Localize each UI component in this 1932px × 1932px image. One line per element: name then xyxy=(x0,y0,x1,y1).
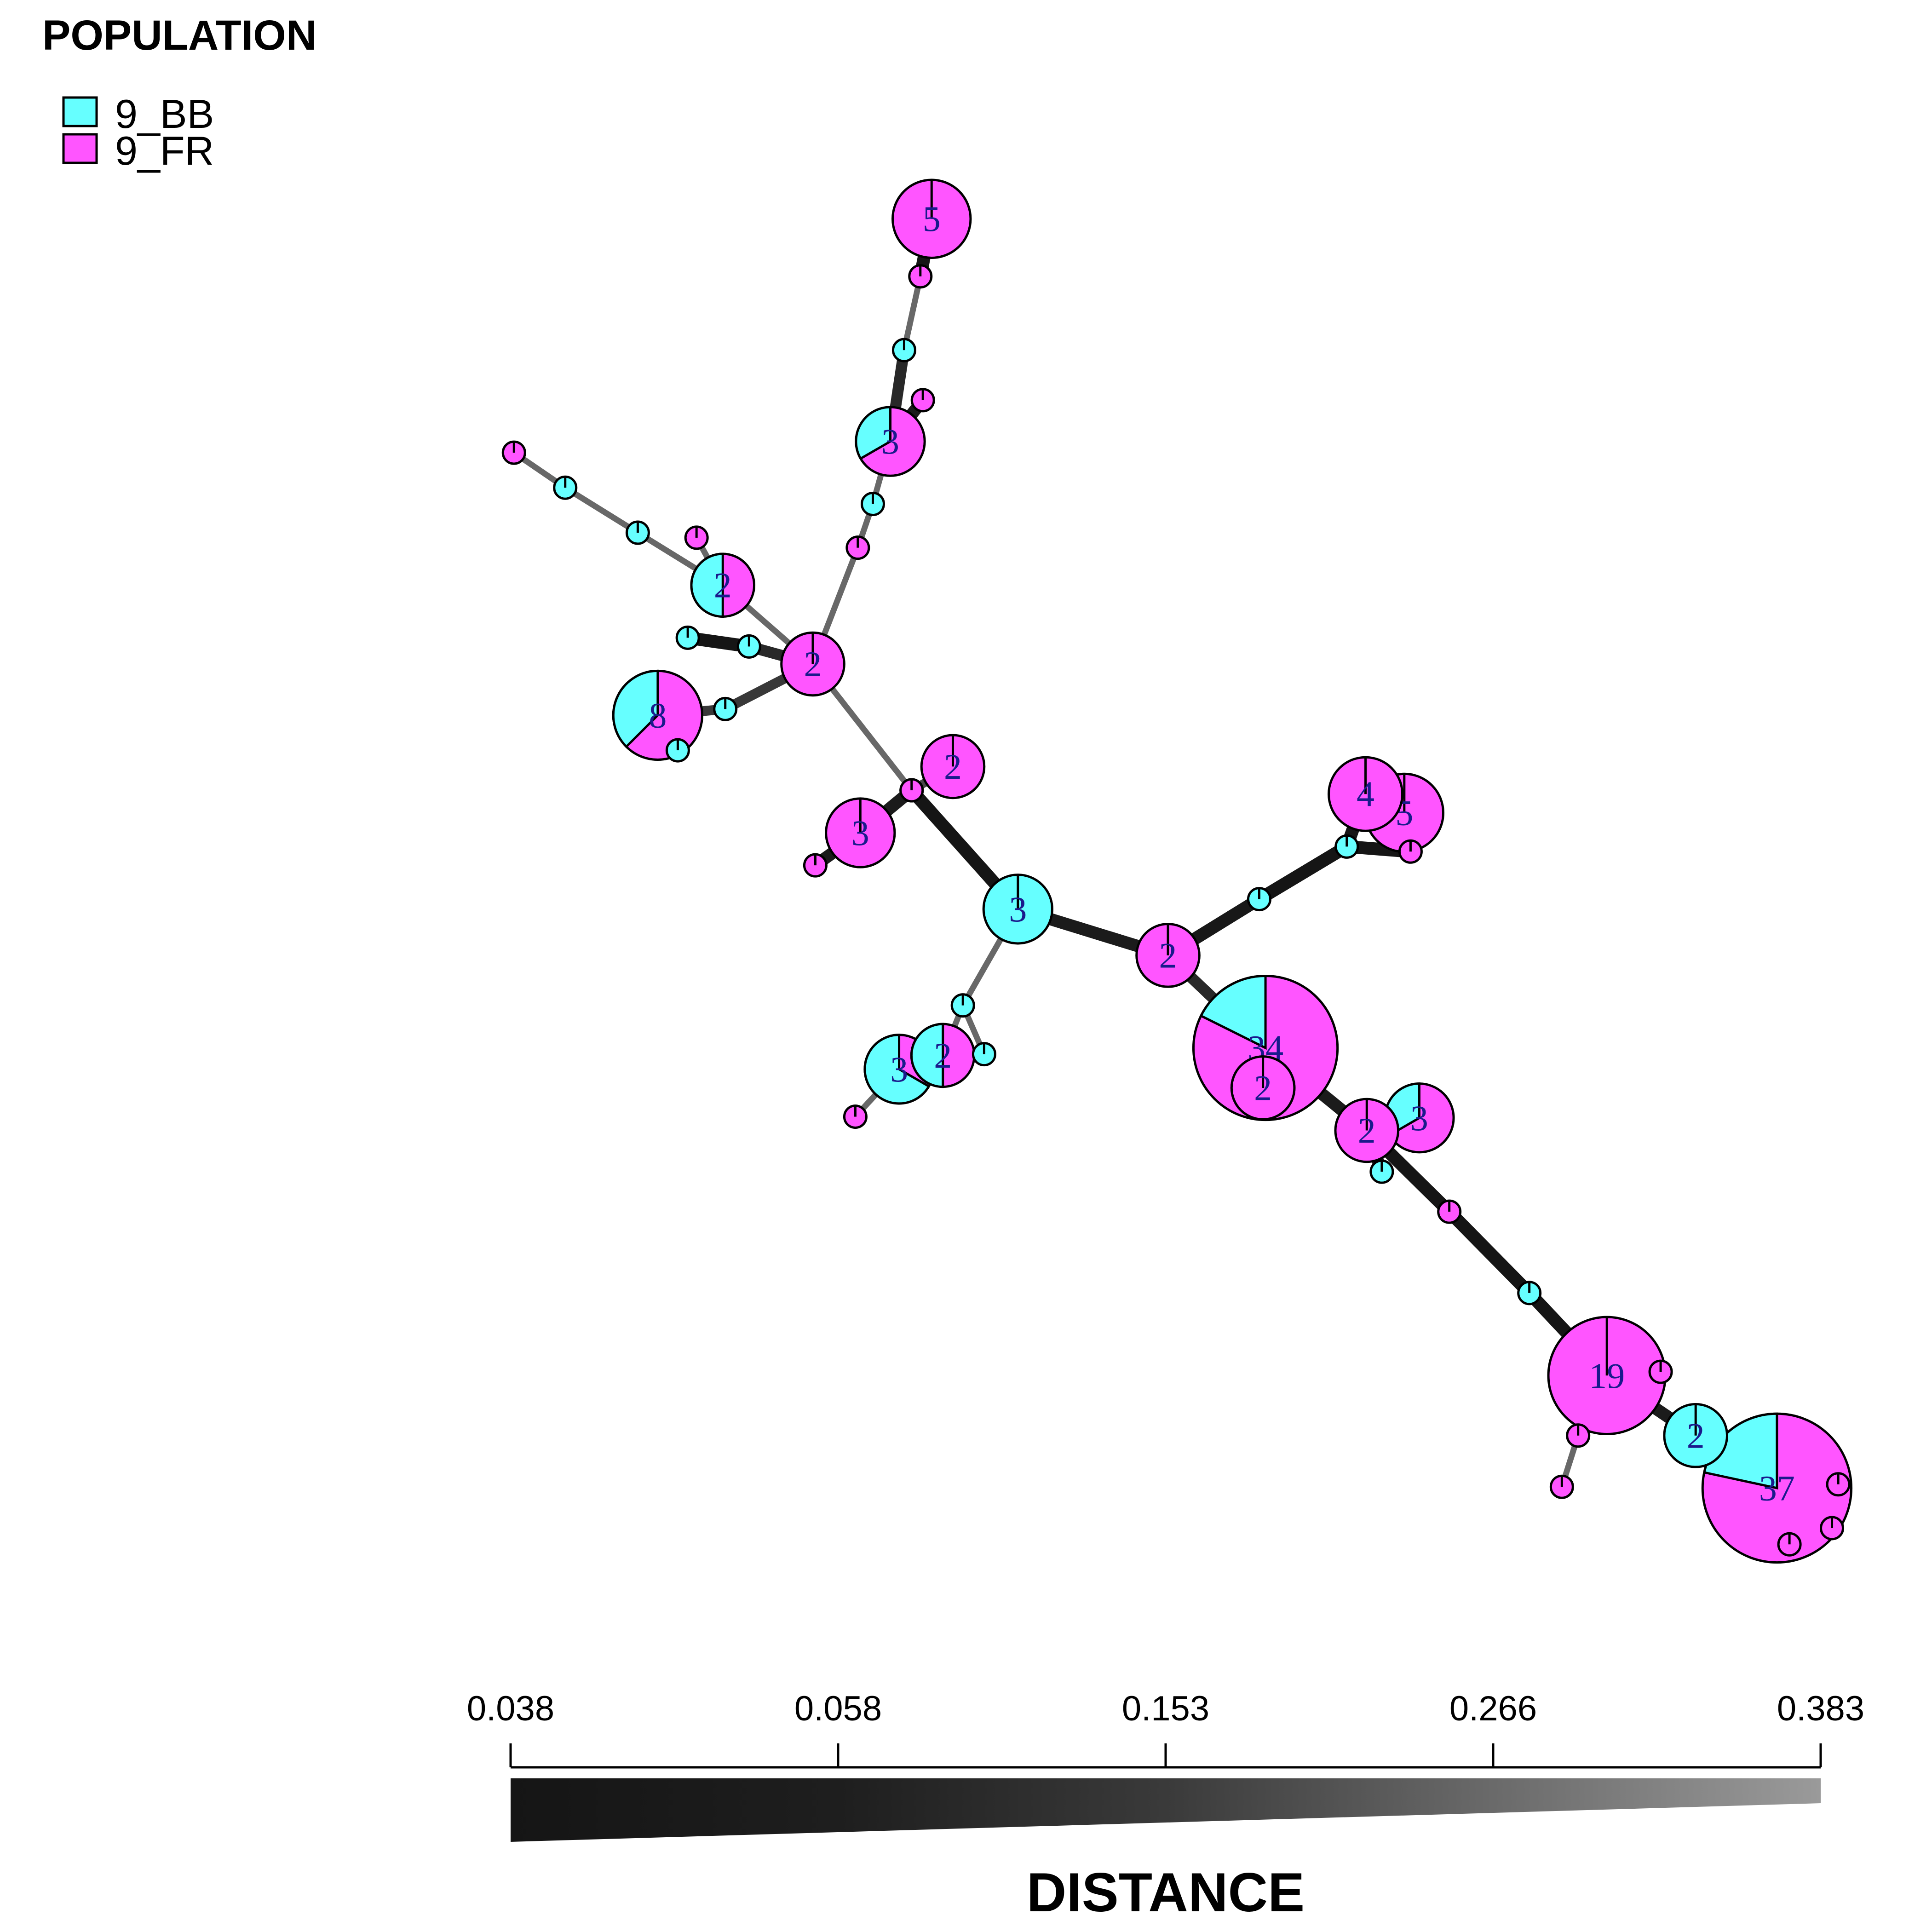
node-count-label: 3 xyxy=(851,813,869,853)
scale-axis-line xyxy=(509,1743,1822,1769)
scale-tick-label: 0.058 xyxy=(794,1689,882,1728)
network-edge xyxy=(1253,840,1353,906)
scale-tick-label: 0.153 xyxy=(1122,1689,1209,1728)
node-count-label: 19 xyxy=(1589,1356,1625,1396)
haplotype-node: 3 xyxy=(855,406,926,477)
haplotype-node: 19 xyxy=(1547,1316,1667,1435)
singleton-node xyxy=(1398,839,1423,864)
singleton-node xyxy=(1566,1423,1591,1448)
haplotype-node: 2 xyxy=(1663,1403,1728,1468)
node-bb-slice xyxy=(863,1034,931,1105)
node-bb-slice xyxy=(1199,974,1267,1050)
scale-title: DISTANCE xyxy=(1027,1862,1305,1923)
singleton-node xyxy=(910,388,935,413)
node-count-label: 8 xyxy=(649,695,667,735)
node-count-label: 2 xyxy=(1159,935,1177,975)
haplotype-node: 4 xyxy=(1328,756,1404,832)
scale-tick-label: 0.383 xyxy=(1777,1689,1864,1728)
singleton-node xyxy=(845,535,870,560)
node-count-label: 3 xyxy=(890,1049,908,1089)
haplotype-node: 2 xyxy=(690,552,756,618)
haplotype-node: 37 xyxy=(1701,1412,1853,1564)
singleton-node xyxy=(843,1104,868,1129)
singleton-node xyxy=(736,634,761,659)
haplotype-node: 3 xyxy=(982,874,1053,945)
haplotype-node: 2 xyxy=(920,734,986,799)
node-bb-slice xyxy=(910,1023,944,1088)
singleton-node xyxy=(950,993,975,1018)
haplotype-node: 2 xyxy=(780,631,845,697)
singleton-node xyxy=(860,492,885,517)
legend-swatch-bb xyxy=(62,96,98,127)
scale-tick-label: 0.038 xyxy=(467,1689,554,1728)
node-bb-slice xyxy=(855,406,892,460)
node-count-label: 3 xyxy=(1410,1098,1428,1138)
singleton-node xyxy=(665,738,690,763)
singleton-node xyxy=(501,440,526,465)
node-bb-slice xyxy=(612,669,659,748)
network-nodes: 373419855433333222222222 xyxy=(501,178,1853,1564)
node-count-label: 37 xyxy=(1759,1468,1795,1508)
node-count-label: 2 xyxy=(1687,1415,1705,1455)
node-count-label: 3 xyxy=(881,421,899,461)
network-edge xyxy=(901,273,924,353)
node-count-label: 3 xyxy=(1009,889,1027,929)
node-count-label: 2 xyxy=(714,565,732,605)
singleton-node xyxy=(1247,887,1271,912)
node-count-label: 2 xyxy=(944,747,962,787)
haplotype-node: 5 xyxy=(891,178,972,259)
haplotype-node: 3 xyxy=(1384,1082,1455,1154)
haplotype-node: 8 xyxy=(612,669,703,761)
singleton-node xyxy=(1517,1281,1542,1305)
network-edge xyxy=(1443,1205,1536,1300)
distance-gradient-wedge xyxy=(511,1778,1821,1842)
singleton-node xyxy=(891,338,916,362)
singleton-node xyxy=(675,625,700,650)
haplotype-node: 2 xyxy=(910,1023,976,1088)
legend-label-fr: 9_FR xyxy=(115,128,214,173)
node-count-label: 2 xyxy=(1254,1068,1272,1108)
haplotype-node: 2 xyxy=(1334,1098,1400,1163)
haplotype-node: 2 xyxy=(1230,1055,1296,1121)
node-count-label: 2 xyxy=(934,1035,952,1075)
network-edge xyxy=(562,484,641,536)
singleton-node xyxy=(1549,1474,1574,1499)
haplotype-node: 3 xyxy=(825,797,896,868)
singleton-node xyxy=(1369,1159,1394,1184)
singleton-node xyxy=(1777,1532,1802,1557)
singleton-node xyxy=(908,264,933,289)
population-legend: POPULATION 9_BB 9_FR xyxy=(42,12,316,173)
singleton-node xyxy=(1648,1359,1673,1384)
haplotype-node: 2 xyxy=(1135,923,1201,988)
legend-title: POPULATION xyxy=(42,12,316,59)
singleton-node xyxy=(553,475,578,500)
singleton-node xyxy=(1334,834,1359,859)
node-count-label: 5 xyxy=(923,199,941,239)
network-edges xyxy=(511,212,1783,1495)
singleton-node xyxy=(684,525,709,550)
node-count-label: 2 xyxy=(1358,1110,1376,1150)
distance-scale: 0.038 0.058 0.153 0.266 0.383 DISTANCE xyxy=(467,1689,1864,1923)
singleton-node xyxy=(1826,1472,1851,1497)
legend-label-bb: 9_BB xyxy=(115,91,214,137)
singleton-node xyxy=(625,520,650,545)
node-bb-slice xyxy=(690,552,724,618)
scale-tick-label: 0.266 xyxy=(1449,1689,1537,1728)
singleton-node xyxy=(899,778,924,803)
node-count-label: 2 xyxy=(804,644,822,684)
legend-swatch-fr xyxy=(62,133,98,164)
singleton-node xyxy=(1437,1199,1462,1224)
node-count-label: 4 xyxy=(1357,774,1374,814)
singleton-node xyxy=(1820,1516,1845,1541)
singleton-node xyxy=(803,853,828,878)
singleton-node xyxy=(713,696,738,721)
singleton-node xyxy=(972,1042,996,1067)
